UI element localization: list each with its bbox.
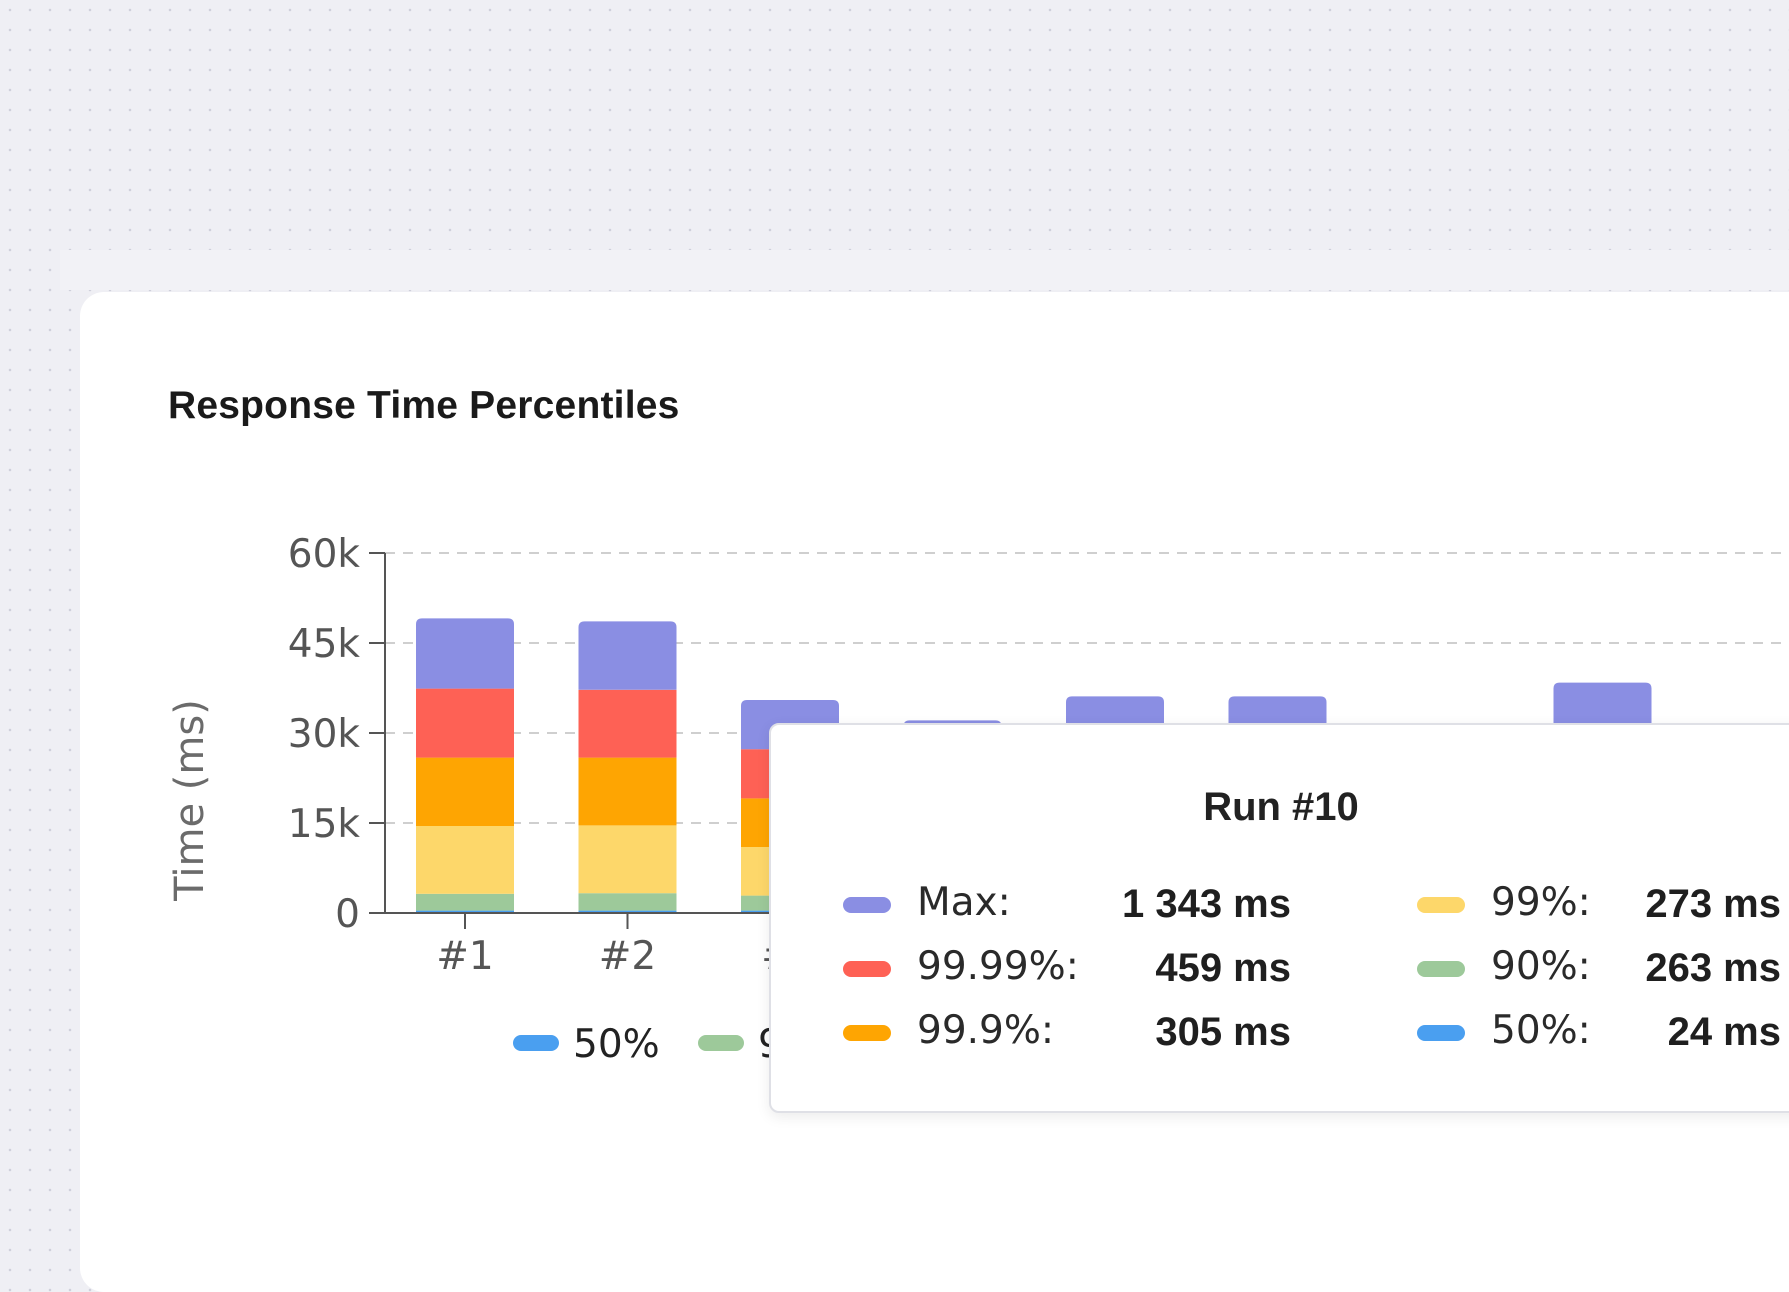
y-axis-label: Time (ms) [167,699,213,902]
tooltip-swatch [1417,897,1465,913]
tooltip-swatch [1417,961,1465,977]
tooltip-label: 99%: [1491,880,1591,925]
y-tick-label: 15k [288,802,361,847]
bar-50%-#1 [416,910,514,913]
tooltip-row: 90%: 263 ms [1417,944,1781,994]
y-tick-label: 60k [288,532,361,577]
tooltip-label: 99.9%: [917,1008,1055,1053]
tooltip-swatch [1417,1025,1465,1041]
bar-50%-#2 [578,910,677,913]
bar-99.99%-#2 [578,689,677,758]
bar-Max-#1 [416,618,514,689]
run-tooltip: Run #10 Max: 1 343 ms 99.99%: 459 ms 99.9%: 3… [769,723,1789,1113]
tooltip-swatch [843,897,891,913]
tooltip-row: 50%: 24 ms [1417,1008,1781,1058]
tooltip-label: 50%: [1491,1008,1591,1053]
tooltip-value: 273 ms [1645,882,1781,926]
tooltip-value: 305 ms [1155,1010,1291,1054]
tooltip-row: 99.99%: 459 ms [843,944,1291,994]
bar-99.9%-#2 [578,757,677,826]
card-title: Response Time Percentiles [168,384,680,427]
y-tick-label: 0 [335,892,360,937]
tooltip-value: 24 ms [1667,1010,1781,1054]
tooltip-value: 1 343 ms [1121,882,1291,926]
top-background-strip [60,250,1789,290]
legend-label-50%: 50% [573,1022,660,1067]
tooltip-row: 99%: 273 ms [1417,880,1781,930]
bar-99%-#2 [578,825,677,894]
tooltip-swatch [843,961,891,977]
bar-90%-#1 [416,893,514,911]
tooltip-swatch [843,1025,891,1041]
legend-swatch-90% [698,1035,744,1051]
tooltip-row: Max: 1 343 ms [843,880,1291,930]
bar-99.99%-#1 [416,688,514,758]
legend-swatch-50% [513,1035,559,1051]
tooltip-label: 90%: [1491,944,1591,989]
tooltip-label: 99.99%: [917,944,1079,989]
tooltip-label: Max: [917,880,1011,925]
tooltip-title: Run #10 [1203,785,1359,829]
bar-90%-#2 [578,893,677,911]
tooltip-value: 263 ms [1645,946,1781,990]
bar-99.9%-#1 [416,757,514,826]
x-tick-label: #1 [436,934,494,979]
x-tick-label: #2 [599,934,657,979]
bar-Max-#2 [578,621,677,690]
tooltip-value: 459 ms [1155,946,1291,990]
y-tick-label: 45k [288,622,361,667]
bar-99%-#1 [416,826,514,894]
y-tick-label: 30k [288,712,361,757]
tooltip-row: 99.9%: 305 ms [843,1008,1291,1058]
